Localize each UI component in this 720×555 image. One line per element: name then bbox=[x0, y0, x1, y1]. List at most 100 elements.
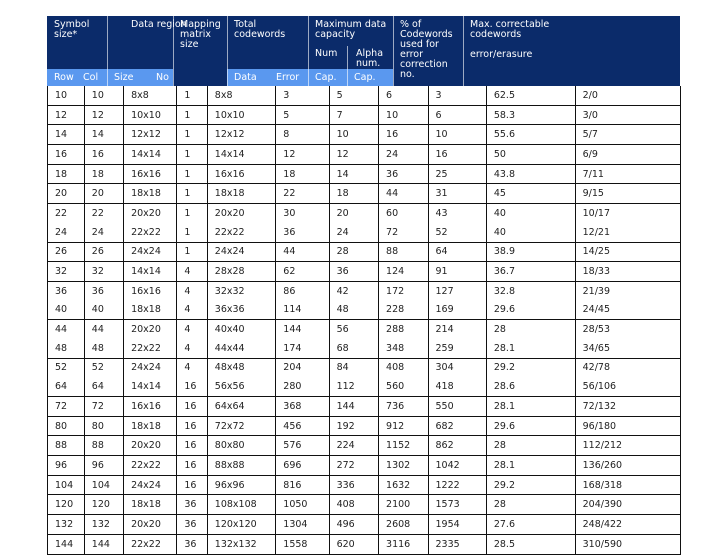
table-cell: 52 bbox=[47, 358, 85, 378]
table-cell: 144 bbox=[275, 319, 330, 339]
table-cell: 62.5 bbox=[485, 86, 576, 106]
table-cell: 72 bbox=[47, 396, 85, 417]
table-cell: 18/33 bbox=[574, 261, 682, 282]
table-cell: 32 bbox=[47, 261, 85, 282]
table-cell: 88x88 bbox=[206, 455, 277, 476]
table-cell: 18 bbox=[83, 164, 125, 185]
table-cell: 22x22 bbox=[123, 534, 178, 555]
table-cell: 28.1 bbox=[485, 338, 576, 359]
table-cell: 64 bbox=[427, 242, 487, 263]
table-cell: 40 bbox=[485, 203, 576, 223]
header-divider bbox=[393, 16, 394, 86]
table-body: 10 10 8x8 1 8x8 3 5 6 3 62.5 2/0 12 12 10x10 1 10x10 5 7 1… bbox=[47, 86, 682, 555]
table-cell: 36 bbox=[328, 261, 380, 282]
table-cell: 16 bbox=[427, 144, 487, 165]
table-cell: 43.8 bbox=[485, 164, 576, 185]
table-row: 48 48 22x22 4 44x44 174 68 348 259 28.1 34/65 bbox=[47, 338, 682, 359]
table-cell: 1954 bbox=[427, 514, 487, 535]
table-cell: 1573 bbox=[427, 494, 487, 516]
table-cell: 24 bbox=[378, 144, 429, 165]
table-cell: 56 bbox=[328, 319, 380, 339]
table-cell: 456 bbox=[275, 416, 330, 437]
table-cell: 14x14 bbox=[206, 144, 277, 165]
table-cell: 10x10 bbox=[206, 105, 277, 126]
table-cell: 28.1 bbox=[485, 455, 576, 476]
table-row: 72 72 16x16 16 64x64 368 144 736 550 28.1 72/132 bbox=[47, 396, 682, 417]
table-row: 104 104 24x24 16 96x96 816 336 1632 1222 29.2 168/… bbox=[47, 475, 682, 496]
table-cell: 16 bbox=[176, 475, 208, 496]
table-cell: 28 bbox=[485, 319, 576, 339]
table-cell: 36.7 bbox=[485, 261, 576, 282]
table-cell: 214 bbox=[427, 319, 487, 339]
table-cell: 14 bbox=[328, 164, 380, 185]
table-cell: 60 bbox=[378, 203, 429, 223]
table-cell: 24 bbox=[328, 222, 380, 243]
table-cell: 88 bbox=[378, 242, 429, 263]
table-cell: 18x18 bbox=[206, 183, 277, 205]
table-cell: 28 bbox=[485, 435, 576, 457]
table-cell: 40x40 bbox=[206, 319, 277, 339]
table-cell: 16x16 bbox=[123, 396, 178, 417]
table-row: 144 144 22x22 36 132x132 1558 620 3116 2335 28.5 3… bbox=[47, 534, 682, 555]
table-cell: 144 bbox=[328, 396, 380, 417]
table-cell: 56/106 bbox=[574, 377, 682, 398]
table-row: 22 22 20x20 1 20x20 30 20 60 43 40 10/17 bbox=[47, 203, 682, 223]
table-row: 32 32 14x14 4 28x28 62 36 124 91 36.7 18/33 bbox=[47, 261, 682, 282]
table-cell: 14 bbox=[47, 124, 85, 146]
table-cell: 862 bbox=[427, 435, 487, 457]
table-cell: 14/25 bbox=[574, 242, 682, 263]
table-cell: 2/0 bbox=[574, 86, 682, 106]
table-cell: 10 bbox=[427, 124, 487, 146]
table-cell: 368 bbox=[275, 396, 330, 417]
table-cell: 62 bbox=[275, 261, 330, 282]
table-cell: 204/390 bbox=[574, 494, 682, 516]
table-cell: 1558 bbox=[275, 534, 330, 555]
table-cell: 84 bbox=[328, 358, 380, 378]
table-cell: 1 bbox=[176, 144, 208, 165]
table-cell: 72 bbox=[83, 396, 125, 417]
table-row: 26 26 24x24 1 24x24 44 28 88 64 38.9 14/25 bbox=[47, 242, 682, 263]
table-cell: 28.5 bbox=[485, 534, 576, 555]
table-cell: 91 bbox=[427, 261, 487, 282]
table-cell: 408 bbox=[378, 358, 429, 378]
table-cell: 4 bbox=[176, 300, 208, 321]
table-cell: 48 bbox=[328, 300, 380, 321]
table-row: 16 16 14x14 1 14x14 12 12 24 16 50 6/9 bbox=[47, 144, 682, 165]
table-cell: 30 bbox=[275, 203, 330, 223]
header-divider bbox=[463, 16, 464, 86]
table-cell: 174 bbox=[275, 338, 330, 359]
table-cell: 25 bbox=[427, 164, 487, 185]
table-cell: 24 bbox=[47, 222, 85, 243]
table-cell: 280 bbox=[275, 377, 330, 398]
table-cell: 288 bbox=[378, 319, 429, 339]
table-cell: 104 bbox=[83, 475, 125, 496]
table-cell: 24x24 bbox=[123, 358, 178, 378]
table-cell: 36 bbox=[275, 222, 330, 243]
table-cell: 124 bbox=[378, 261, 429, 282]
table-cell: 55.6 bbox=[485, 124, 576, 146]
table-cell: 20 bbox=[83, 183, 125, 205]
table-cell: 4 bbox=[176, 319, 208, 339]
table-cell: 6/9 bbox=[574, 144, 682, 165]
table-cell: 28x28 bbox=[206, 261, 277, 282]
table-cell: 5/7 bbox=[574, 124, 682, 146]
table-cell: 8x8 bbox=[123, 86, 178, 106]
table-cell: 22 bbox=[83, 203, 125, 223]
table-cell: 20x20 bbox=[123, 435, 178, 457]
table-cell: 72x72 bbox=[206, 416, 277, 437]
table-cell: 64x64 bbox=[206, 396, 277, 417]
subheader-error: Error bbox=[269, 69, 308, 86]
table-cell: 28/53 bbox=[574, 319, 682, 339]
table-cell: 22x22 bbox=[123, 455, 178, 476]
table-cell: 1 bbox=[176, 222, 208, 243]
table-cell: 36 bbox=[47, 281, 85, 301]
table-cell: 40 bbox=[47, 300, 85, 321]
table-cell: 18x18 bbox=[123, 416, 178, 437]
table-cell: 18 bbox=[275, 164, 330, 185]
table-cell: 682 bbox=[427, 416, 487, 437]
table-cell: 112 bbox=[328, 377, 380, 398]
table-cell: 58.3 bbox=[485, 105, 576, 126]
table-cell: 14x14 bbox=[123, 377, 178, 398]
table-cell: 12/21 bbox=[574, 222, 682, 243]
table-cell: 16 bbox=[176, 455, 208, 476]
